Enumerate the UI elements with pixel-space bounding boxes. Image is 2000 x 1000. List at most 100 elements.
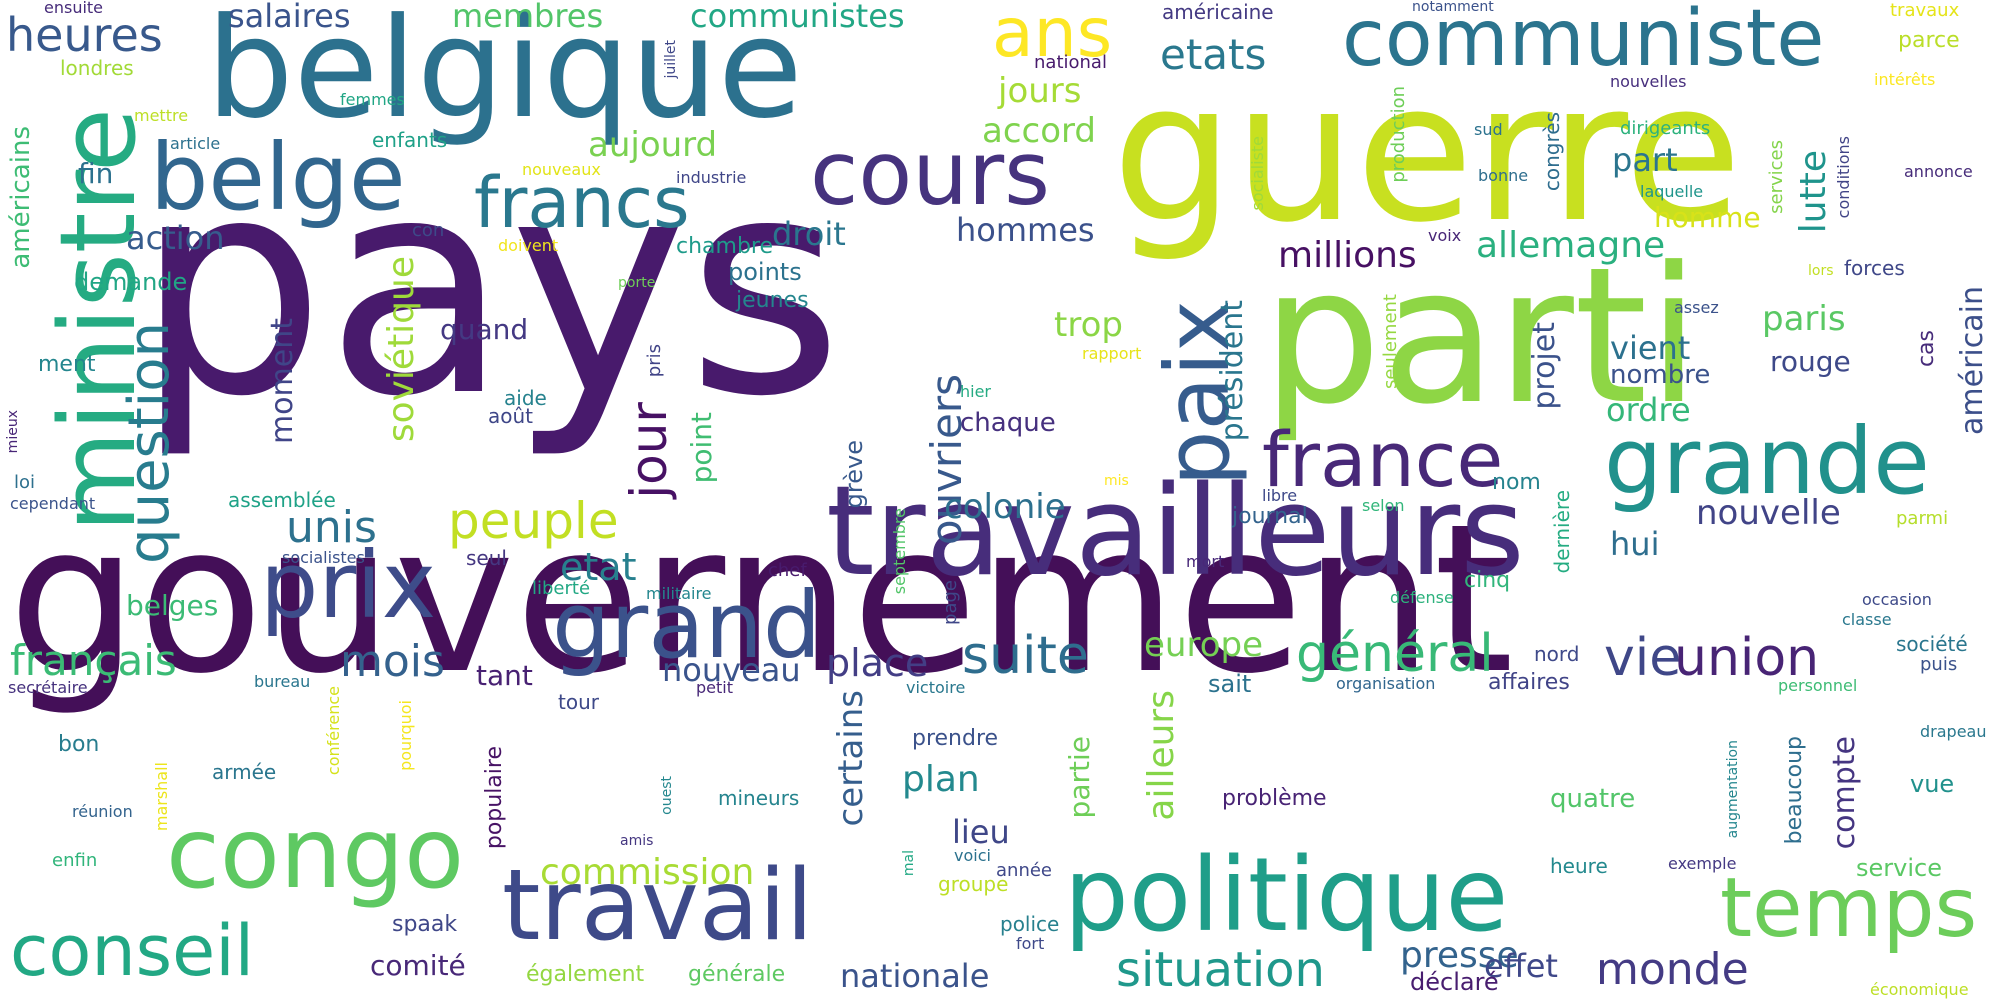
word-socialiste: socialiste [1248,136,1267,211]
word-hommes: hommes [956,211,1095,249]
word-millions: millions [1278,235,1417,276]
word-mis: mis [1104,473,1129,489]
word-général: général [1296,624,1494,684]
word-francs: francs [474,162,690,244]
word-cinq: cinq [1464,568,1511,593]
word-intérêts: intérêts [1874,70,1936,89]
word-peuple: peuple [448,492,619,550]
word-quatre: quatre [1550,784,1636,814]
word-personnel: personnel [1778,676,1858,695]
word-trop: trop [1054,305,1123,345]
word-tour: tour [558,690,599,714]
word-parti: parti [1262,227,1700,446]
word-français: français [10,636,177,685]
word-sait: sait [1208,670,1252,698]
word-dernière: dernière [1550,490,1574,574]
word-comité: comité [370,949,466,982]
word-spaak: spaak [392,912,458,937]
word-problème: problème [1222,786,1327,811]
word-demande: demande [74,268,188,296]
word-police: police [1000,912,1060,936]
word-industrie: industrie [676,168,747,187]
word-hier: hier [960,382,992,401]
word-groupe: groupe [938,872,1009,896]
word-secrétaire: secrétaire [8,678,88,697]
word-etats: etats [1160,30,1267,79]
word-allemagne: allemagne [1476,225,1666,266]
word-cependant: cependant [10,494,96,513]
word-puis: puis [1920,654,1958,675]
word-presse: presse [1400,935,1519,976]
word-colonie: colonie [944,487,1066,527]
word-annonce: annonce [1904,162,1973,181]
word-chambre: chambre [676,234,774,259]
word-militaire: militaire [646,584,712,603]
word-production: production [1388,86,1409,183]
word-unis: unis [286,502,377,553]
word-question: question [117,322,182,564]
word-france: france [1262,415,1504,504]
word-victoire: victoire [906,678,966,697]
word-point: point [685,412,718,484]
word-nom: nom [1492,470,1541,495]
word-selon: selon [1362,496,1405,515]
word-part: part [1612,141,1678,179]
word-vient: vient [1610,329,1691,367]
word-augmentation: augmentation [1725,740,1741,839]
word-pris: pris [644,344,665,378]
word-organisation: organisation [1336,674,1436,693]
word-assez: assez [1674,298,1719,317]
word-nord: nord [1534,642,1580,666]
word-cas: cas [1914,330,1939,368]
word-américain: américain [1955,286,1990,435]
word-situation: situation [1116,942,1325,998]
word-belges: belges [126,589,219,622]
word-journal: journal [1232,504,1308,529]
word-londres: londres [60,56,134,80]
word-juillet: juillet [663,40,679,79]
word-page: page [940,580,961,625]
word-femmes: femmes [340,90,405,109]
word-cours: cours [810,122,1051,225]
word-points: points [728,258,802,286]
word-travailleurs: travailleurs [826,460,1525,604]
word-hui: hui [1610,525,1660,563]
word-notamment: notamment [1412,0,1494,15]
word-grève: grève [840,440,868,509]
word-rapport: rapport [1082,344,1142,363]
word-heures: heures [6,8,163,62]
word-europe: europe [1144,625,1263,665]
word-enfin: enfin [52,850,98,871]
word-nouvelles: nouvelles [1610,72,1687,91]
word-armée: armée [212,760,277,784]
word-jour: jour [620,402,678,499]
word-union: union [1674,628,1820,688]
word-août: août [488,404,534,428]
word-également: également [526,962,645,987]
word-national: national [1034,52,1107,73]
word-prix: prix [260,532,437,639]
word-mettre: mettre [134,106,189,125]
word-populaire: populaire [482,746,507,850]
word-con: con [412,220,445,241]
word-bon: bon [58,732,100,757]
word-services: services [1766,140,1787,214]
word-affaires: affaires [1488,670,1570,695]
word-projet: projet [1527,322,1562,410]
word-aujourd: aujourd [588,125,718,165]
word-ans: ans [992,0,1113,73]
word-générale: générale [688,962,786,987]
word-déclaré: déclaré [1410,968,1499,996]
word-voix: voix [1428,226,1462,245]
word-belge: belge [150,124,406,231]
word-défense: défense [1390,588,1454,607]
word-chaque: chaque [960,408,1056,438]
word-vie: vie [1604,628,1682,688]
word-jours: jours [998,71,1082,111]
word-porte: porte [618,275,656,291]
word-mieux: mieux [5,410,21,454]
word-gouvernement: gouvernement [8,481,1514,719]
word-lieu: lieu [952,813,1010,851]
word-pourquoi: pourquoi [396,700,415,771]
